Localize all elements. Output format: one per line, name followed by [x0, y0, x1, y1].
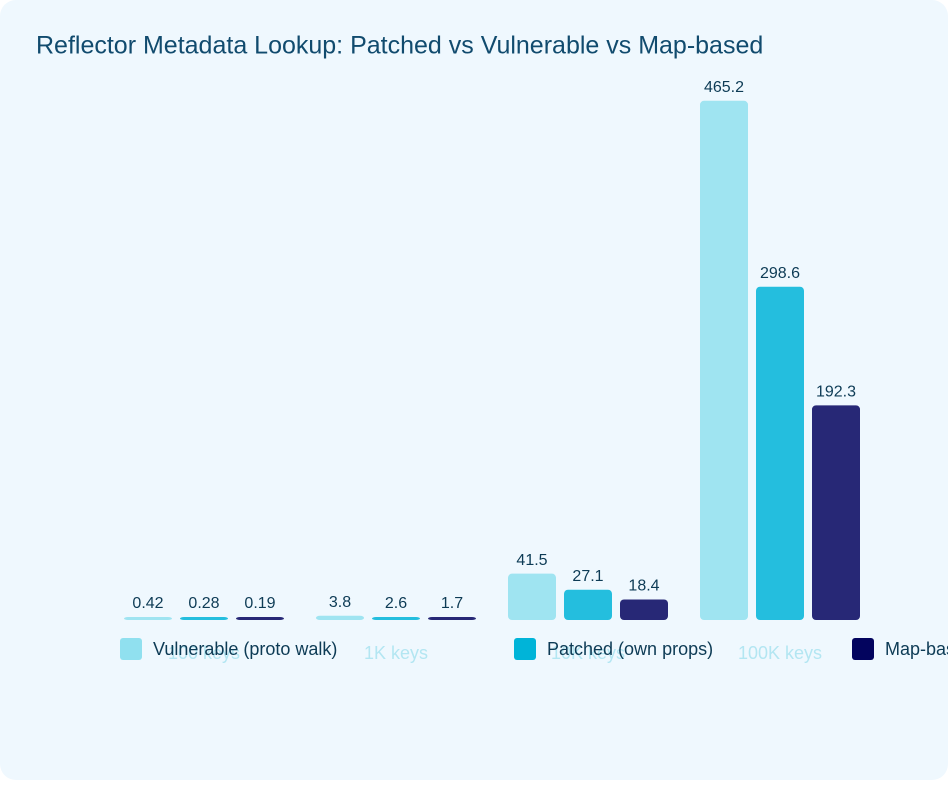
legend-label: Vulnerable (proto walk)	[153, 639, 337, 659]
value-label: 1.7	[441, 595, 463, 612]
value-label: 0.42	[132, 595, 163, 612]
bar	[372, 617, 420, 620]
bar	[236, 617, 284, 620]
bar	[508, 573, 556, 620]
legend-swatch	[852, 638, 874, 660]
bar	[564, 589, 612, 620]
x-tick-label: 100 keys	[168, 643, 240, 663]
bar	[316, 615, 364, 620]
value-label: 0.19	[244, 595, 275, 612]
value-label: 298.6	[760, 265, 800, 282]
value-label: 18.4	[628, 578, 659, 595]
value-label: 3.8	[329, 594, 351, 611]
value-label: 192.3	[816, 384, 856, 401]
value-label: 465.2	[704, 79, 744, 96]
legend-swatch	[120, 638, 142, 660]
bar	[620, 599, 668, 620]
value-label: 0.28	[188, 595, 219, 612]
legend-swatch	[514, 638, 536, 660]
bar	[124, 617, 172, 620]
x-tick-label: 100K keys	[738, 643, 822, 663]
chart-title: Reflector Metadata Lookup: Patched vs Vu…	[36, 32, 763, 60]
legend-label: Map-based	[885, 639, 948, 659]
x-tick-label: 10K keys	[551, 643, 625, 663]
bar	[428, 617, 476, 620]
x-tick-label: 1K keys	[364, 643, 428, 663]
bar	[812, 405, 860, 620]
value-label: 41.5	[516, 552, 547, 569]
bar	[700, 100, 748, 621]
bar	[180, 617, 228, 620]
value-label: 27.1	[572, 568, 603, 585]
bar	[756, 286, 804, 620]
value-label: 2.6	[385, 595, 407, 612]
legend-label: Patched (own props)	[547, 639, 713, 659]
